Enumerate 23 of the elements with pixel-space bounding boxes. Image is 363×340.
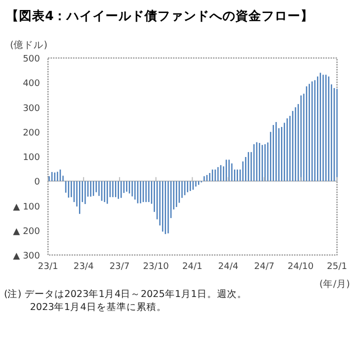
ytick: 0 xyxy=(34,178,40,188)
xtick: 24/1 xyxy=(182,262,202,272)
ytick: 100 xyxy=(22,153,40,163)
ytick: 400 xyxy=(22,79,40,90)
title: 【図表4：ハイイールド債ファンドへの資金フロー】 xyxy=(6,8,314,23)
ytick: 500 xyxy=(22,54,40,64)
xtick: 23/7 xyxy=(109,262,130,272)
xtick: 23/1 xyxy=(38,262,58,272)
ylabel: (億ドル) xyxy=(10,40,48,51)
xtick: 24/7 xyxy=(254,262,274,272)
xtick: 23/4 xyxy=(73,262,94,272)
xtick: 24/4 xyxy=(218,262,238,272)
annotation: (注) データは2023年1月4日～2025年1月1日。週次。 xyxy=(4,289,247,300)
ytick: ▲ 100 xyxy=(13,202,40,212)
xtick: 23/10 xyxy=(142,262,169,272)
xlabel: (年/月) xyxy=(319,279,350,290)
xtick: 25/1 xyxy=(326,262,348,272)
xtick: 24/10 xyxy=(288,262,314,272)
annotation: 2023年1月4日を基準に累積。 xyxy=(30,302,166,313)
ytick: 300 xyxy=(22,104,40,114)
ytick: ▲ 300 xyxy=(13,252,40,262)
ytick: ▲ 200 xyxy=(13,226,40,237)
ytick: 200 xyxy=(22,128,40,138)
